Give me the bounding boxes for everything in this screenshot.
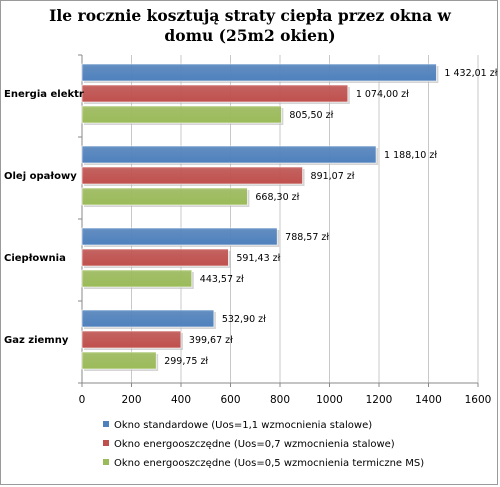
data-label: 443,57 zł xyxy=(200,274,244,285)
category-label: Ciepłownia xyxy=(4,253,66,264)
x-tick-label: 1200 xyxy=(366,394,393,406)
category-label: Energia elektr xyxy=(4,89,84,100)
bar xyxy=(81,166,303,185)
bar xyxy=(81,351,157,370)
data-label: 399,67 zł xyxy=(189,335,233,346)
legend-label: Okno standardowe (Uos=1,1 wzmocnienia st… xyxy=(114,420,372,431)
data-label: 532,90 zł xyxy=(222,314,266,325)
bar xyxy=(81,227,278,246)
x-tick-label: 800 xyxy=(270,394,290,406)
x-tick-label: 1400 xyxy=(415,394,442,406)
data-label: 1 074,00 zł xyxy=(356,89,409,100)
x-tick-label: 200 xyxy=(121,394,141,406)
bar xyxy=(81,105,282,124)
chart-title-line-1: Ile rocznie kosztują straty ciepła przez… xyxy=(49,6,451,25)
legend-swatch xyxy=(103,459,109,465)
data-label: 891,07 zł xyxy=(311,171,355,182)
bar xyxy=(81,63,437,82)
legend-swatch xyxy=(103,421,109,427)
data-label: 1 188,10 zł xyxy=(384,150,437,161)
category-label: Olej opałowy xyxy=(4,171,77,182)
legend-swatch xyxy=(103,440,109,446)
data-label: 805,50 zł xyxy=(289,110,333,121)
data-label: 1 432,01 zł xyxy=(444,68,497,79)
x-tick-label: 600 xyxy=(220,394,240,406)
bar xyxy=(81,309,215,328)
x-tick-label: 0 xyxy=(79,394,86,406)
chart-title-line-2: domu (25m2 okien) xyxy=(164,26,336,45)
bar xyxy=(81,248,229,267)
x-tick-label: 400 xyxy=(171,394,191,406)
bar xyxy=(81,84,349,103)
data-label: 668,30 zł xyxy=(255,192,299,203)
bar xyxy=(81,330,182,349)
legend-label: Okno energooszczędne (Uos=0,5 wzmocnieni… xyxy=(114,458,424,469)
data-label: 299,75 zł xyxy=(164,356,208,367)
data-label: 788,57 zł xyxy=(285,232,329,243)
x-tick-label: 1000 xyxy=(316,394,343,406)
bar xyxy=(81,187,248,206)
bar xyxy=(81,145,377,164)
category-label: Gaz ziemny xyxy=(4,335,69,346)
chart-title: Ile rocznie kosztują straty ciepła przez… xyxy=(40,6,460,46)
legend-label: Okno energooszczędne (Uos=0,7 wzmocnieni… xyxy=(114,439,395,450)
bar xyxy=(81,269,193,288)
x-tick-label: 1600 xyxy=(465,394,492,406)
data-label: 591,43 zł xyxy=(236,253,280,264)
